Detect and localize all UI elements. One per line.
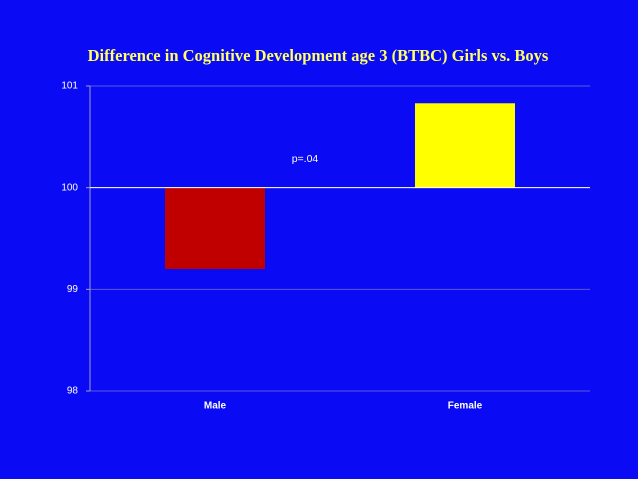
bar xyxy=(415,103,515,188)
bar xyxy=(165,187,265,269)
x-tick-label: Female xyxy=(448,401,483,412)
y-tick-label: 99 xyxy=(67,284,79,295)
y-tick-label: 101 xyxy=(61,81,78,92)
annotation: p=.04 xyxy=(292,153,319,165)
y-tick-label: 100 xyxy=(61,182,78,193)
y-tick-label: 98 xyxy=(67,386,79,397)
chart-title: Difference in Cognitive Development age … xyxy=(88,46,549,65)
x-tick-label: Male xyxy=(204,401,227,412)
